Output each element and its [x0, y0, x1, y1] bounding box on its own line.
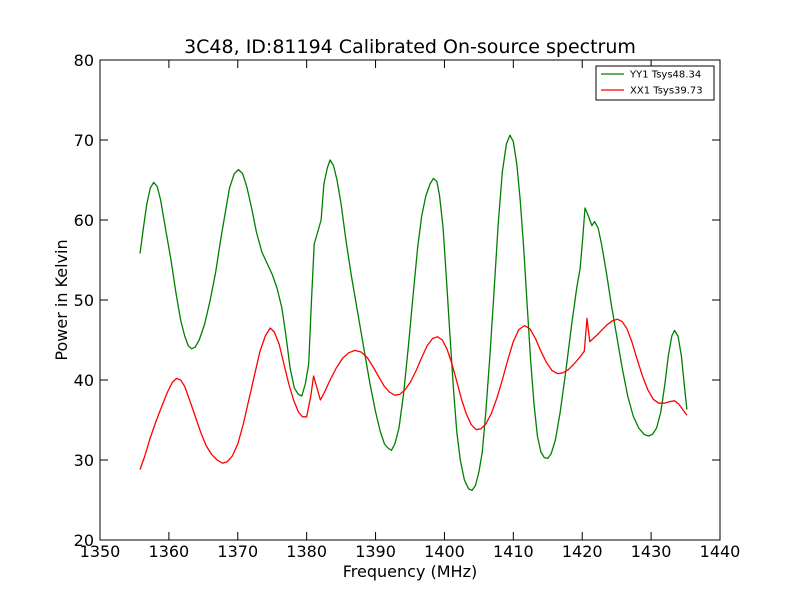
series-line-xx1: [139, 317, 688, 470]
y-axis-ticks: 20 30 40 50 60 70 80: [74, 51, 720, 550]
x-tick-label: 1390: [355, 542, 396, 561]
x-axis-label: Frequency (MHz): [343, 562, 477, 581]
y-axis-label: Power in Kelvin: [52, 239, 71, 360]
y-tick-label: 30: [74, 451, 94, 470]
y-tick-label: 20: [74, 531, 94, 550]
x-tick-label: 1360: [149, 542, 190, 561]
x-tick-label: 1370: [217, 542, 258, 561]
x-axis-ticks: 1350 1360 1370 1380 1390 1400 1410 1420 1430 1440: [80, 60, 741, 561]
x-tick-label: 1350: [80, 542, 121, 561]
legend-label-xx1: XX1 Tsys39.73: [630, 86, 703, 97]
legend-box: [595, 65, 715, 101]
x-tick-label: 1380: [286, 542, 327, 561]
x-tick-label: 1440: [700, 542, 741, 561]
x-tick-label: 1410: [493, 542, 534, 561]
plot-lines: [139, 134, 688, 492]
x-tick-label: 1430: [631, 542, 672, 561]
y-tick-label: 70: [74, 131, 94, 150]
y-tick-label: 50: [74, 291, 94, 310]
y-tick-label: 60: [74, 211, 94, 230]
series-line-yy1: [139, 134, 688, 492]
legend-label-yy1: YY1 Tsys48.34: [629, 70, 701, 81]
y-tick-label: 80: [74, 51, 94, 70]
x-tick-label: 1400: [424, 542, 465, 561]
y-tick-label: 40: [74, 371, 94, 390]
legend: YY1 Tsys48.34 XX1 Tsys39.73: [595, 65, 715, 101]
x-tick-label: 1420: [562, 542, 603, 561]
chart-title: 3C48, ID:81194 Calibrated On-source spec…: [184, 36, 636, 58]
